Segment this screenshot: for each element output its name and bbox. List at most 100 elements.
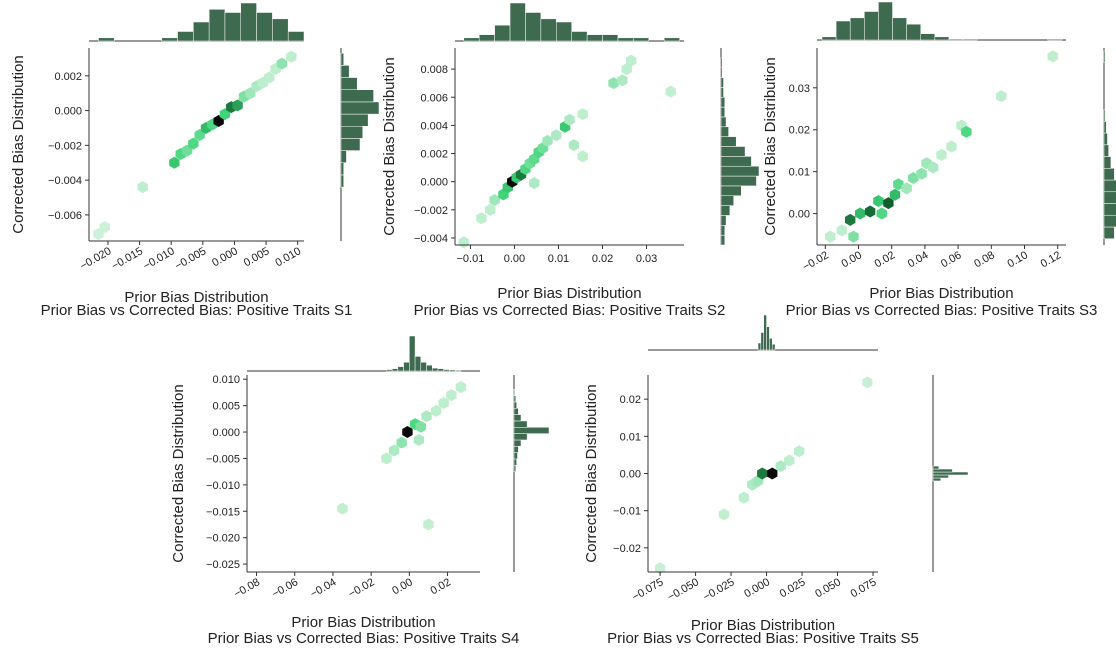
right-marginal-bar (513, 395, 516, 403)
x-tick-label: 0.005 (242, 245, 272, 269)
y-tick-label: −0.004 (414, 233, 448, 245)
right-marginal-bar (1103, 191, 1116, 204)
hexbin-cells (337, 381, 467, 531)
y-axis-label: Corrected Bias Distribution (10, 55, 27, 233)
x-tick-label: −0.08 (232, 576, 262, 600)
top-marginal-bar (663, 37, 680, 42)
hexbin-cell (848, 230, 859, 243)
x-tick-label: 0.08 (972, 249, 997, 270)
panel-s4: −0.025 −0.020 −0.015 −0.010 −0.005 0.000 0.005… (170, 335, 550, 647)
y-tick-label: −0.02 (613, 543, 641, 555)
x-tick-label: −0.020 (78, 245, 113, 272)
top-marginal-bar (494, 24, 511, 42)
top-marginal-bar (962, 38, 978, 41)
top-marginal-bar (509, 2, 526, 42)
y-tick-label: 0.00 (620, 469, 641, 481)
top-marginal-bar (414, 356, 422, 372)
y-tick-label: 0.002 (54, 71, 82, 83)
x-tick-label: −0.06 (270, 576, 300, 600)
hexbin-cell (529, 177, 540, 190)
right-marginal-bar (720, 116, 727, 128)
hexbin-cell (396, 436, 407, 449)
x-tick-label: 0.10 (1005, 249, 1030, 270)
hexbin-cell (438, 396, 449, 409)
x-tick-label: 0.00 (839, 249, 864, 270)
y-axis-label: Corrected Bias Distribution (170, 384, 187, 562)
top-marginal-bar (769, 338, 773, 351)
right-marginal-bar (340, 65, 350, 78)
hexbin-cells (825, 50, 1058, 243)
hexbin-cell (213, 115, 224, 128)
y-tick-label: 0.000 (420, 177, 448, 189)
right-marginal-bar (720, 77, 724, 88)
x-axis-label: Prior Bias Distribution (691, 617, 835, 634)
right-marginal-bar (340, 125, 363, 139)
right-marginal-bar (340, 174, 344, 188)
panel-s3: 0.00 0.01 0.02 0.03 −0.02 0.00 0.02 0.04 0.06 0.0… (762, 1, 1116, 319)
x-tick-label: −0.02 (347, 576, 377, 600)
top-marginal-bar (633, 37, 650, 42)
right-marginal-bar (513, 446, 519, 453)
y-tick-label: 0.00 (789, 209, 810, 221)
right-marginal-bar (1103, 203, 1116, 216)
y-tick-label: 0.01 (620, 431, 641, 443)
y-tick-label: 0.000 (54, 106, 82, 118)
top-marginal-bar (864, 11, 879, 41)
y-tick-label: 0.03 (789, 83, 810, 95)
hexbin-cell (169, 156, 180, 169)
right-marginal-bar (513, 439, 522, 447)
x-tick-label: −0.050 (666, 576, 701, 603)
hexbin-cell (232, 99, 243, 112)
hexbin-cell (928, 161, 939, 174)
top-marginal-bar (463, 37, 480, 42)
hexbin-cell (286, 50, 297, 63)
top-marginal-bar (449, 369, 456, 372)
y-tick-label: −0.004 (48, 175, 82, 187)
top-marginal-bar (193, 21, 210, 42)
hexbin-cell (181, 144, 193, 157)
right-marginal-bar (340, 150, 347, 164)
y-tick-label: −0.025 (206, 559, 240, 571)
top-marginal-bar (906, 23, 922, 41)
right-marginal-bar (720, 175, 757, 187)
hexbin-cell (845, 213, 856, 226)
panel-caption: Prior Bias vs Corrected Bias: Positive T… (414, 302, 726, 319)
hexbin-cell (446, 389, 457, 402)
y-tick-label: −0.010 (206, 480, 240, 492)
hexbin-cell (961, 125, 972, 138)
hexbin-cell (577, 108, 588, 121)
hexbin-cell (908, 171, 919, 184)
hexbin-cell (564, 113, 575, 126)
right-marginal-bar (513, 389, 516, 396)
right-marginal-bar (513, 452, 518, 460)
hexbin-cell (415, 420, 426, 433)
hexbin-cell (245, 87, 256, 100)
hexbin-cell (402, 426, 413, 439)
panel-s2: −0.004 −0.002 0.000 0.002 0.004 0.006 0.008 −0.… (381, 2, 760, 319)
panel-caption: Prior Bias vs Corrected Bias: Positive T… (41, 302, 353, 319)
y-tick-label: −0.020 (206, 533, 240, 545)
hexbin-cell (889, 188, 901, 201)
top-marginal-bar (391, 368, 399, 372)
top-marginal-bar (892, 17, 907, 41)
x-tick-label: −0.075 (630, 576, 665, 603)
hexbin-cell (854, 207, 866, 220)
right-marginal-bar (720, 185, 742, 196)
x-tick-label: 0.025 (778, 576, 808, 600)
hexbin-cell (996, 90, 1007, 103)
x-axis-label: Prior Bias Distribution (124, 289, 268, 306)
hexbin-cell (542, 134, 553, 147)
top-marginal-bar (540, 18, 557, 42)
top-marginal-bar (878, 1, 893, 41)
hexbin-cells (458, 54, 676, 249)
top-marginal-bar (771, 343, 776, 351)
right-marginal-bar (720, 215, 727, 226)
hexbin-cell (485, 203, 496, 216)
right-marginal-bar (932, 477, 942, 482)
top-marginal-bar (409, 335, 416, 372)
right-marginal-bar (720, 67, 723, 78)
x-tick-label: −0.02 (801, 249, 831, 273)
hexbin-cell (568, 139, 580, 152)
top-marginal-bar (98, 37, 115, 42)
hexbin-cell (188, 137, 199, 150)
